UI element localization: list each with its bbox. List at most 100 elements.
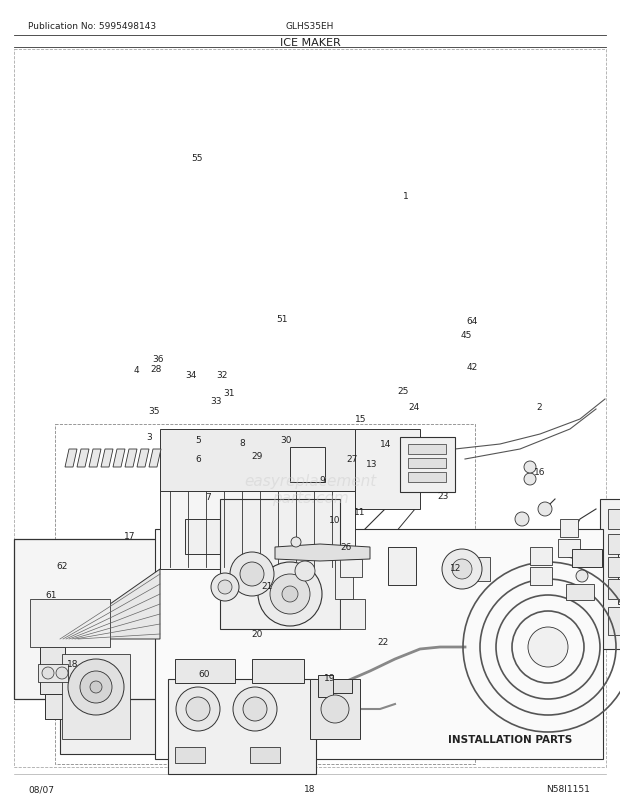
Circle shape xyxy=(233,687,277,731)
Bar xyxy=(355,429,420,509)
Circle shape xyxy=(442,549,482,589)
Bar xyxy=(408,444,446,455)
Bar xyxy=(608,607,620,635)
Text: 19: 19 xyxy=(324,673,335,683)
Bar xyxy=(618,549,620,604)
Text: 10: 10 xyxy=(329,515,340,525)
Bar xyxy=(408,472,446,482)
Circle shape xyxy=(42,667,54,679)
Text: 11: 11 xyxy=(354,507,365,516)
Text: 23: 23 xyxy=(438,491,449,500)
Bar xyxy=(14,50,606,767)
Bar xyxy=(185,520,220,554)
Bar xyxy=(608,509,620,529)
Text: 26: 26 xyxy=(340,542,352,552)
Bar xyxy=(290,448,325,482)
Bar xyxy=(55,424,475,764)
Polygon shape xyxy=(89,449,101,468)
Bar xyxy=(220,500,340,630)
Text: 29: 29 xyxy=(252,451,263,460)
Text: 4: 4 xyxy=(133,366,140,375)
Bar xyxy=(175,747,205,763)
Circle shape xyxy=(68,659,124,715)
Circle shape xyxy=(218,581,232,594)
Bar xyxy=(530,567,552,585)
Bar xyxy=(168,679,316,774)
Bar xyxy=(408,459,446,468)
Text: 17: 17 xyxy=(125,531,136,541)
Text: 51: 51 xyxy=(277,314,288,324)
Circle shape xyxy=(291,537,301,547)
Circle shape xyxy=(270,574,310,614)
Circle shape xyxy=(515,512,529,526)
Bar xyxy=(38,664,68,683)
Text: 31: 31 xyxy=(224,388,235,398)
Bar xyxy=(318,675,333,697)
Text: N58I1151: N58I1151 xyxy=(546,784,590,793)
Polygon shape xyxy=(101,449,113,468)
Polygon shape xyxy=(255,569,355,754)
Text: 32: 32 xyxy=(216,371,228,380)
Text: 36: 36 xyxy=(153,354,164,364)
Text: 35: 35 xyxy=(148,406,159,415)
Polygon shape xyxy=(160,489,355,569)
Text: 21: 21 xyxy=(261,581,272,590)
Text: 08/07: 08/07 xyxy=(28,784,54,793)
Polygon shape xyxy=(149,449,161,468)
Bar xyxy=(14,539,166,699)
Text: 28: 28 xyxy=(151,364,162,374)
Polygon shape xyxy=(65,449,77,468)
Circle shape xyxy=(80,671,112,703)
Bar xyxy=(155,529,603,759)
Text: 15: 15 xyxy=(355,415,366,424)
Text: 2: 2 xyxy=(536,403,542,412)
Text: 6: 6 xyxy=(195,454,202,464)
Circle shape xyxy=(243,697,267,721)
Text: 45: 45 xyxy=(461,330,472,340)
Bar xyxy=(566,585,594,600)
Bar xyxy=(258,579,322,610)
Circle shape xyxy=(524,461,536,473)
Text: 18: 18 xyxy=(68,659,79,669)
Text: 30: 30 xyxy=(281,435,292,444)
Bar xyxy=(252,659,304,683)
Bar xyxy=(600,500,620,649)
Circle shape xyxy=(452,559,472,579)
Text: 25: 25 xyxy=(397,387,409,396)
Text: easyreplacement
parts.com: easyreplacement parts.com xyxy=(244,473,376,505)
Text: 16: 16 xyxy=(534,467,545,476)
Circle shape xyxy=(576,570,588,582)
Circle shape xyxy=(519,516,525,522)
Text: 64: 64 xyxy=(467,316,478,326)
Text: 12: 12 xyxy=(450,563,461,573)
Text: 33: 33 xyxy=(210,396,221,406)
Text: Publication No: 5995498143: Publication No: 5995498143 xyxy=(28,22,156,31)
Circle shape xyxy=(528,627,568,667)
Bar xyxy=(388,547,416,585)
Polygon shape xyxy=(45,695,65,719)
Text: 61: 61 xyxy=(45,590,56,600)
Circle shape xyxy=(538,502,552,516)
Bar xyxy=(400,437,455,492)
Text: 18: 18 xyxy=(304,784,316,793)
Circle shape xyxy=(524,473,536,485)
Text: 20: 20 xyxy=(252,629,263,638)
Text: 27: 27 xyxy=(347,454,358,464)
Polygon shape xyxy=(113,449,125,468)
Bar xyxy=(608,579,620,599)
Text: 24: 24 xyxy=(409,403,420,412)
Polygon shape xyxy=(125,449,137,468)
Text: 1: 1 xyxy=(403,192,409,201)
Bar xyxy=(560,520,578,537)
Bar xyxy=(330,679,352,693)
Text: 8: 8 xyxy=(239,438,245,448)
Bar xyxy=(450,557,490,581)
Text: 9: 9 xyxy=(319,475,326,484)
Text: 5: 5 xyxy=(195,435,202,444)
Bar xyxy=(572,549,602,567)
Circle shape xyxy=(258,562,322,626)
Text: 62: 62 xyxy=(56,561,68,570)
Bar xyxy=(608,557,620,577)
Bar xyxy=(335,559,353,599)
Polygon shape xyxy=(60,639,255,754)
